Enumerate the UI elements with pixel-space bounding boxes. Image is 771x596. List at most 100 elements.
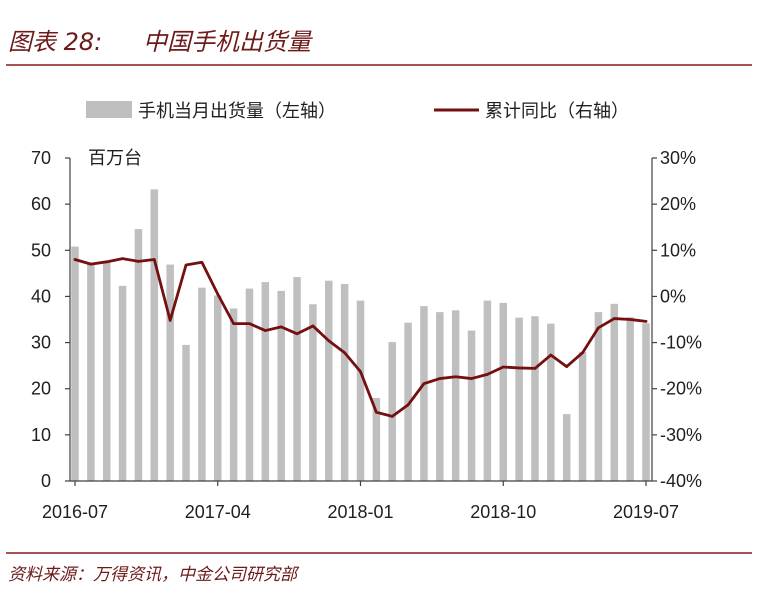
line-point-2018-12 [533,367,537,370]
line-point-2019-06 [628,318,632,321]
x-tick-label: 2018-10 [470,502,536,522]
line-point-2018-04 [406,403,410,407]
bar-2017-12 [340,283,349,481]
line-point-2018-05 [422,382,426,385]
line-point-2018-08 [470,377,473,380]
bar-2018-03 [388,342,396,481]
line-point-2018-07 [454,375,457,379]
bar-2018-06 [436,312,444,481]
bar-2018-07 [451,310,460,481]
y-right-tick-label: 10% [660,240,696,260]
line-point-2017-11 [327,339,331,343]
y-left-tick-label: 70 [31,148,51,168]
legend-label-bar: 手机当月出货量（左轴） [138,101,336,121]
legend: 手机当月出货量（左轴） 累计同比（右轴） [86,101,629,121]
line-point-2017-10 [311,324,315,328]
line-point-2017-06 [248,322,251,325]
bar-2018-09 [483,300,492,481]
bar-2019-01 [547,323,555,481]
y-right-tick-label: -30% [660,425,702,445]
y-right-tick-label: -20% [660,379,702,399]
bar-2018-05 [420,306,428,481]
line-point-2019-03 [581,351,584,355]
line-point-2016-08 [89,262,93,266]
bar-2018-10 [499,302,507,481]
bar-2019-04 [594,312,603,481]
bar-2018-12 [531,316,539,481]
bar-2018-02 [372,397,381,481]
y-left-tick-label: 50 [31,240,51,260]
legend-swatch-bar [86,101,132,118]
bar-2017-05 [229,308,238,481]
line-point-2016-09 [105,260,109,264]
bar-2019-05 [610,303,619,481]
y-axis-unit-label: 百万台 [88,148,142,168]
x-tick-label: 2018-01 [327,502,393,522]
bar-2016-10 [118,285,127,481]
y-left-tick-label: 60 [31,194,51,214]
y-right-tick-label: 20% [660,194,696,214]
line-point-2018-06 [438,377,442,380]
bar-2019-03 [578,351,587,481]
y-right-tick-label: -10% [660,333,702,353]
line-point-2018-02 [375,410,378,414]
bar-2019-02 [562,414,571,481]
bar-2016-07 [71,246,79,481]
bar-2017-06 [245,288,254,481]
bar-2016-12 [150,189,159,481]
bar-2019-07 [642,323,650,481]
line-point-2018-11 [517,366,521,370]
line-point-2017-04 [216,292,220,296]
bar-2018-08 [467,330,476,481]
line-point-2019-05 [612,317,616,320]
line-point-2019-02 [565,365,568,368]
line-point-2018-10 [501,365,505,369]
source-note: 资料来源：万得资讯，中金公司研究部 [8,565,300,585]
bar-2017-09 [293,277,301,481]
line-point-2019-07 [644,320,648,323]
y-axis-left-tick-labels: 0 10 20 30 40 50 60 70 [31,148,51,491]
x-axis-tick-labels: 2016-07 2017-04 2018-01 2018-10 2019-07 [42,502,679,522]
bar-series [71,189,650,481]
line-point-2016-10 [121,257,124,260]
bar-2017-01 [166,264,174,481]
y-left-tick-label: 20 [31,379,51,399]
chart-title: 中国手机出货量 [143,28,313,56]
y-right-tick-label: -40% [660,471,702,491]
bar-2019-06 [626,317,634,481]
line-point-2016-07 [73,258,77,261]
line-point-2016-11 [137,260,140,263]
bar-2018-04 [404,322,412,481]
axes [65,157,657,486]
line-point-2017-02 [184,263,188,267]
line-point-2019-04 [597,326,600,330]
y-left-tick-label: 30 [31,333,51,353]
y-left-tick-label: 10 [31,425,51,445]
bar-2017-11 [325,280,333,481]
y-right-tick-label: 30% [660,148,696,168]
line-point-2017-09 [295,332,299,336]
bar-2016-08 [87,262,95,481]
x-tick-label: 2016-07 [42,502,108,522]
line-point-2018-03 [390,415,394,418]
line-point-2017-05 [232,322,235,325]
y-axis-right-tick-labels: -40% -30% -20% -10% 0% 10% 20% 30% [660,148,702,491]
line-point-2017-07 [264,329,267,332]
figure-label: 图表 28: [8,28,102,56]
bar-2017-07 [261,282,270,481]
line-point-2017-03 [200,260,204,264]
line-point-2019-01 [549,353,553,357]
line-point-2017-08 [279,325,283,329]
bar-2017-10 [309,304,317,481]
line-point-2017-01 [168,319,172,322]
y-left-tick-label: 0 [41,471,51,491]
y-left-tick-label: 40 [31,286,51,306]
line-point-2018-09 [486,373,489,376]
line-point-2018-01 [359,370,362,373]
bar-2017-02 [182,344,190,481]
bar-2017-04 [214,295,222,481]
line-point-2016-12 [153,258,156,261]
line-point-2017-12 [343,351,346,355]
x-tick-label: 2017-04 [185,502,251,522]
